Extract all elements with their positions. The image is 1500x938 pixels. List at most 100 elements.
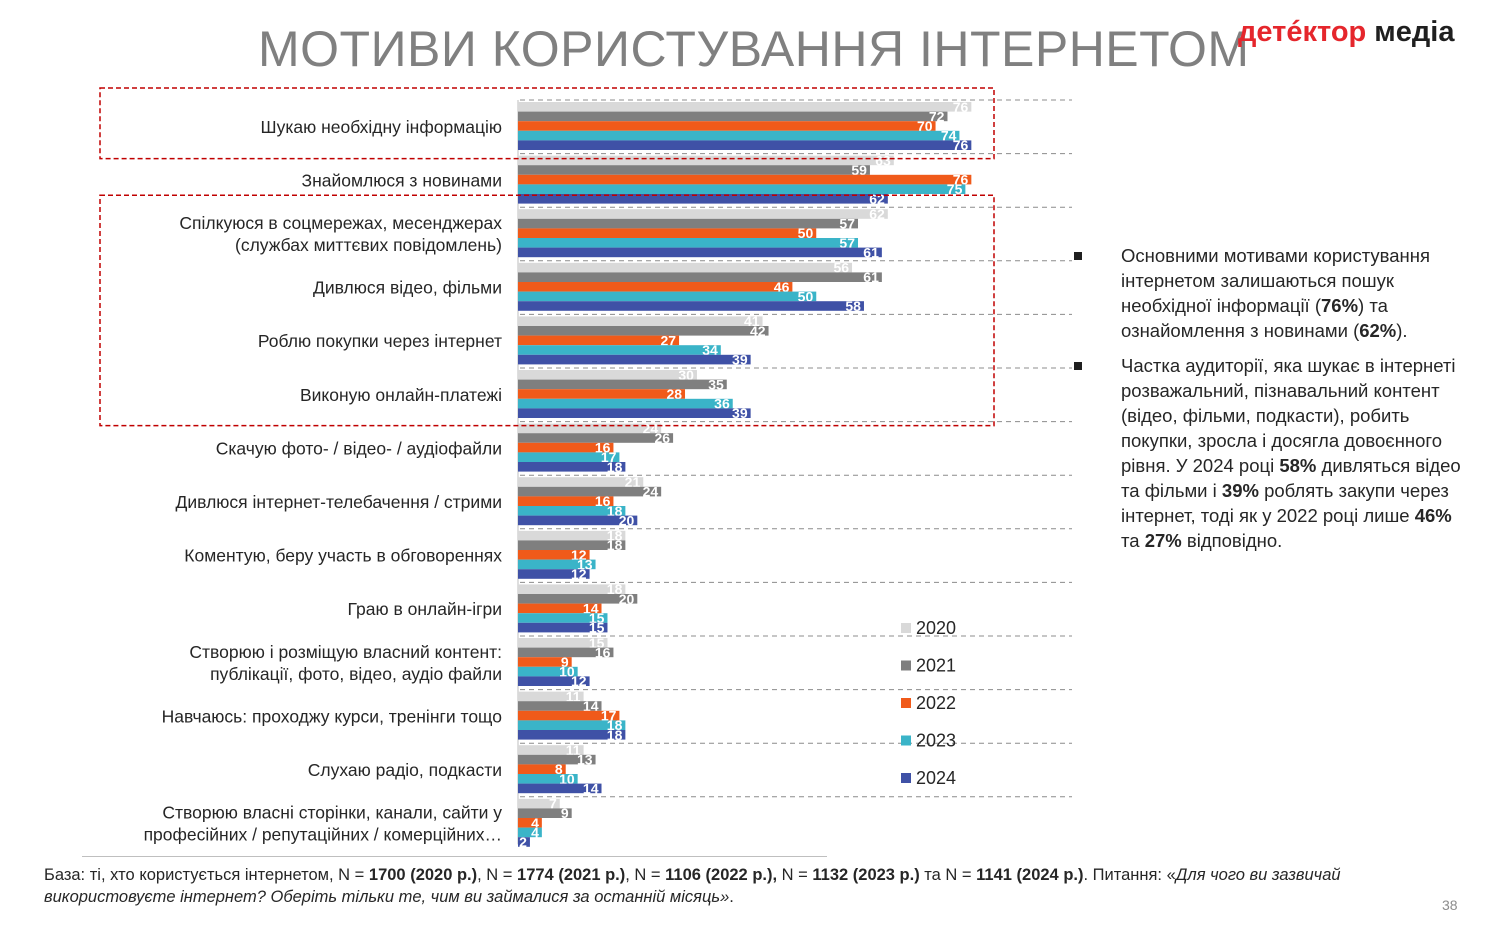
data-label-2022: 4 xyxy=(531,815,539,831)
text-run: 1132 (2023 р.) xyxy=(812,866,920,884)
legend-label: 2022 xyxy=(916,693,956,713)
text-run: База: ті, хто користується інтернетом, N… xyxy=(44,866,369,884)
bar-2022 xyxy=(518,121,936,131)
data-label-2024: 58 xyxy=(845,298,861,314)
footnote-divider xyxy=(82,856,827,857)
bar-2022 xyxy=(518,710,620,721)
text-run: 1141 (2024 р.) xyxy=(976,866,1084,884)
category-label: публікації, фото, відео, аудіо файли xyxy=(210,664,502,684)
data-label-2020: 11 xyxy=(566,742,581,758)
data-label-2023: 17 xyxy=(601,449,617,465)
bar-2024 xyxy=(518,462,626,472)
data-label-2022: 70 xyxy=(917,118,933,134)
category-label: (службах миттєвих повідомлень) xyxy=(235,235,502,255)
bar-2024 xyxy=(518,301,864,311)
brand-logo: детéктор медіа xyxy=(1238,16,1454,49)
text-run: 1774 (2021 р.) xyxy=(517,866,626,884)
bar-2021 xyxy=(518,326,769,336)
bar-2023 xyxy=(518,452,620,462)
data-label-2021: 14 xyxy=(583,698,599,714)
text-run: Основними мотивами користування інтернет… xyxy=(1121,245,1430,316)
data-label-2023: 50 xyxy=(798,288,814,304)
bar-2020 xyxy=(518,530,626,541)
text-run: 46% xyxy=(1414,505,1452,526)
data-label-2020: 41 xyxy=(744,313,760,329)
category-label: Граю в онлайн-ігри xyxy=(348,599,503,619)
logo-part-1: детéктор xyxy=(1238,16,1367,48)
text-run: . xyxy=(729,888,734,906)
data-label-2024: 18 xyxy=(607,727,623,743)
category-label: Навчаюсь: проходжу курси, тренінги тощо xyxy=(162,706,502,726)
bar-2022 xyxy=(518,282,793,292)
bar-2021 xyxy=(518,594,638,604)
bar-2021 xyxy=(518,379,727,390)
data-label-2023: 13 xyxy=(577,556,593,572)
bar-2022 xyxy=(518,550,590,560)
legend-label: 2024 xyxy=(916,768,956,788)
bar-2024 xyxy=(518,622,608,633)
data-label-2023: 36 xyxy=(714,396,730,412)
bar-2020 xyxy=(518,798,560,809)
bar-2023 xyxy=(518,666,578,677)
category-label: Коментую, беру участь в обговореннях xyxy=(184,546,502,566)
bullet-square-icon xyxy=(1074,252,1082,260)
bar-2020 xyxy=(518,423,662,434)
data-label-2023: 74 xyxy=(941,128,957,144)
bar-2024 xyxy=(518,140,972,150)
bar-2023 xyxy=(518,238,859,248)
data-label-2021: 59 xyxy=(851,162,867,178)
bar-2021 xyxy=(518,111,948,122)
legend-label: 2021 xyxy=(916,656,956,676)
data-label-2020: 62 xyxy=(869,206,885,222)
bar-2022 xyxy=(518,228,817,238)
bar-2024 xyxy=(518,783,602,794)
page-title: МОТИВИ КОРИСТУВАННЯ ІНТЕРНЕТОМ xyxy=(258,21,1250,77)
category-label: Створюю і розміщую власний контент: xyxy=(189,642,502,662)
data-label-2024: 12 xyxy=(571,673,587,689)
data-label-2022: 76 xyxy=(953,172,969,188)
text-run: 58% xyxy=(1279,455,1317,476)
data-label-2024: 62 xyxy=(869,191,885,207)
category-label: Дивлюся відео, фільми xyxy=(313,278,502,298)
text-run: дивляться відео та фільми і xyxy=(1121,455,1461,501)
bar-2020 xyxy=(518,209,888,219)
data-label-2021: 18 xyxy=(607,537,623,553)
bar-2024 xyxy=(518,569,590,579)
data-label-2024: 15 xyxy=(589,620,605,636)
data-label-2024: 2 xyxy=(519,834,527,850)
data-label-2022: 16 xyxy=(595,440,611,456)
data-label-2024: 14 xyxy=(583,780,599,796)
bar-2020 xyxy=(518,262,853,273)
data-label-2024: 12 xyxy=(571,566,587,582)
text-run: Для чого ви зазвичай використовуєте інте… xyxy=(44,866,1341,906)
bar-2022 xyxy=(518,496,614,506)
category-label: Спілкуюся в соцмережах, месенджерах xyxy=(179,213,502,233)
bar-2020 xyxy=(518,316,763,326)
text-run: , N = xyxy=(477,866,518,884)
data-label-2022: 27 xyxy=(660,332,676,348)
key-findings: Основними мотивами користування інтернет… xyxy=(1074,243,1466,563)
text-run: та N = xyxy=(919,866,977,884)
category-label: Шукаю необхідну інформацію xyxy=(261,117,502,137)
data-label-2021: 35 xyxy=(708,376,724,392)
bar-2022 xyxy=(518,442,614,453)
page-number: 38 xyxy=(1442,897,1458,913)
data-label-2024: 20 xyxy=(619,512,635,528)
bar-2021 xyxy=(518,647,614,658)
text-run: , N = xyxy=(625,866,666,884)
category-label: Виконую онлайн-платежі xyxy=(300,385,502,405)
data-label-2020: 15 xyxy=(589,635,605,651)
data-label-2021: 61 xyxy=(863,269,879,285)
data-label-2020: 63 xyxy=(875,152,891,168)
text-run: 62% xyxy=(1359,320,1397,341)
data-label-2022: 9 xyxy=(561,654,569,670)
bar-2023 xyxy=(518,559,596,570)
data-label-2021: 57 xyxy=(839,216,855,232)
bar-2020 xyxy=(518,638,608,648)
data-label-2020: 76 xyxy=(953,99,969,115)
legend-swatch-2023 xyxy=(901,735,911,746)
data-label-2020: 56 xyxy=(833,260,849,276)
text-run: . Питання: « xyxy=(1083,866,1176,884)
data-label-2020: 7 xyxy=(549,796,557,812)
